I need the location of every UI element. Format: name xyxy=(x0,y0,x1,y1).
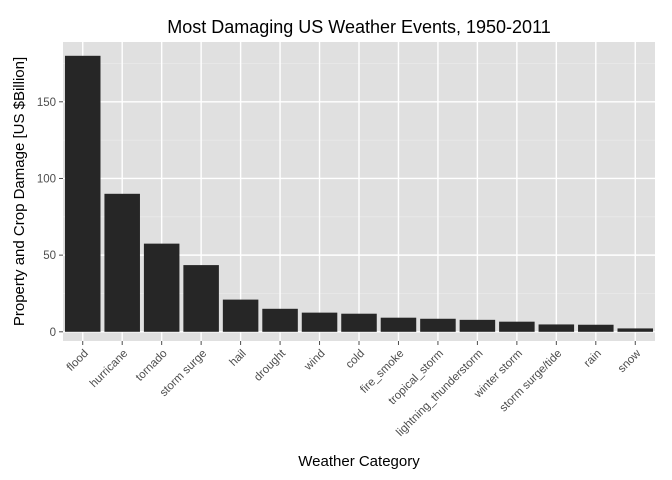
x-axis-title: Weather Category xyxy=(298,453,420,470)
bar-fire-smoke xyxy=(380,317,417,332)
y-tick-label: 0 xyxy=(50,327,56,339)
y-tick-label: 150 xyxy=(37,97,56,109)
x-tick-label: hurricane xyxy=(88,348,130,390)
y-tick-label: 50 xyxy=(43,250,56,262)
bar-snow xyxy=(617,328,654,332)
bar-lightning-thunderstorm xyxy=(459,319,496,332)
bar-hurricane xyxy=(104,193,140,332)
x-tick-label: snow xyxy=(616,347,644,375)
bar-flood xyxy=(64,55,101,332)
bars xyxy=(64,55,654,332)
x-tick-label: rain xyxy=(582,348,604,370)
bar-rain xyxy=(578,324,614,332)
bar-drought xyxy=(262,308,298,332)
bar-storm-surge-tide xyxy=(538,324,575,332)
bar-tropical-storm xyxy=(420,318,456,332)
x-tick-label: flood xyxy=(65,348,91,374)
x-tick-label: hail xyxy=(228,348,249,369)
x-tick-label: wind xyxy=(302,348,328,374)
y-tick-label: 100 xyxy=(37,173,56,185)
y-axis-title: Property and Crop Damage [US $Billion] xyxy=(11,57,28,326)
bar-hail xyxy=(222,299,259,332)
x-tick-label: drought xyxy=(252,347,289,384)
x-tick-label: tornado xyxy=(134,348,170,384)
bar-tornado xyxy=(143,243,180,332)
bar-cold xyxy=(341,313,377,332)
y-axis-ticks: 0 50 100 150 xyxy=(37,97,63,339)
bar-winter-storm xyxy=(499,321,535,332)
x-tick-label: cold xyxy=(344,348,367,371)
bar-storm-surge xyxy=(183,265,219,332)
bar-wind xyxy=(301,312,338,332)
chart-title: Most Damaging US Weather Events, 1950-20… xyxy=(167,17,551,37)
